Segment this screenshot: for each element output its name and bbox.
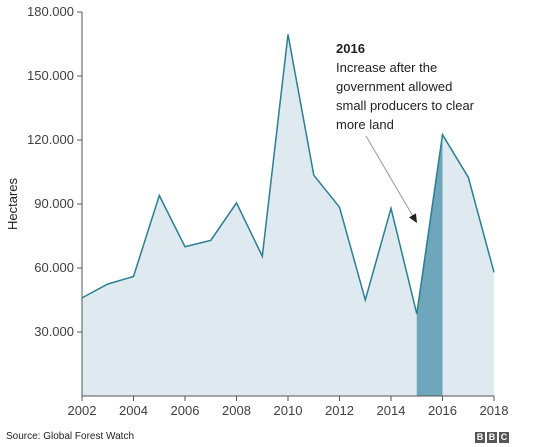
source-note: Source: Global Forest Watch (6, 431, 135, 442)
series-line (81, 34, 495, 315)
y-tick-label: 120.000 (27, 132, 74, 147)
annotation-arrow (365, 135, 415, 219)
x-tick-label: 2010 (274, 403, 303, 418)
y-tick-label: 180.000 (27, 4, 74, 19)
x-tick-label: 2008 (222, 403, 251, 418)
y-tick-label: 30.000 (34, 324, 74, 339)
hectares-chart: 30.00060.00090.000120.000150.000180.000 … (5, 4, 509, 418)
x-tick-label: 2012 (325, 403, 354, 418)
bbc-logo-letter: B (475, 432, 485, 443)
x-tick-label: 2002 (68, 403, 97, 418)
y-axis-title: Hectares (5, 177, 20, 230)
y-axis-ticks: 30.000 60.000 90.000 120.000 150.000 180.000 (27, 4, 82, 339)
annotation-line: government allowed (336, 79, 452, 94)
bbc-logo-letter: B (487, 432, 497, 443)
annotation-line: Increase after the (336, 60, 437, 75)
y-tick-label: 150.000 (27, 68, 74, 83)
bbc-logo-letter: C (499, 432, 509, 443)
annotation-year: 2016 (336, 41, 365, 56)
y-tick-label: 60.000 (34, 260, 74, 275)
annotation-line: more land (336, 117, 394, 132)
x-axis-ticks: 2002 2004 2006 2008 2010 2012 2014 2016 2018 (68, 396, 509, 418)
area-fill (82, 34, 494, 397)
annotation: 2016 Increase after the government allow… (336, 41, 475, 224)
x-tick-label: 2018 (480, 403, 509, 418)
annotation-line: small producers to clear (336, 98, 475, 113)
bbc-logo: B B C (475, 432, 509, 443)
highlight-2016-band (416, 134, 443, 396)
x-tick-label: 2016 (428, 403, 457, 418)
x-tick-label: 2014 (377, 403, 406, 418)
annotation-arrowhead-icon (409, 213, 418, 224)
plot-area (81, 34, 495, 397)
x-tick-label: 2006 (171, 403, 200, 418)
x-tick-label: 2004 (119, 403, 148, 418)
y-tick-label: 90.000 (34, 196, 74, 211)
